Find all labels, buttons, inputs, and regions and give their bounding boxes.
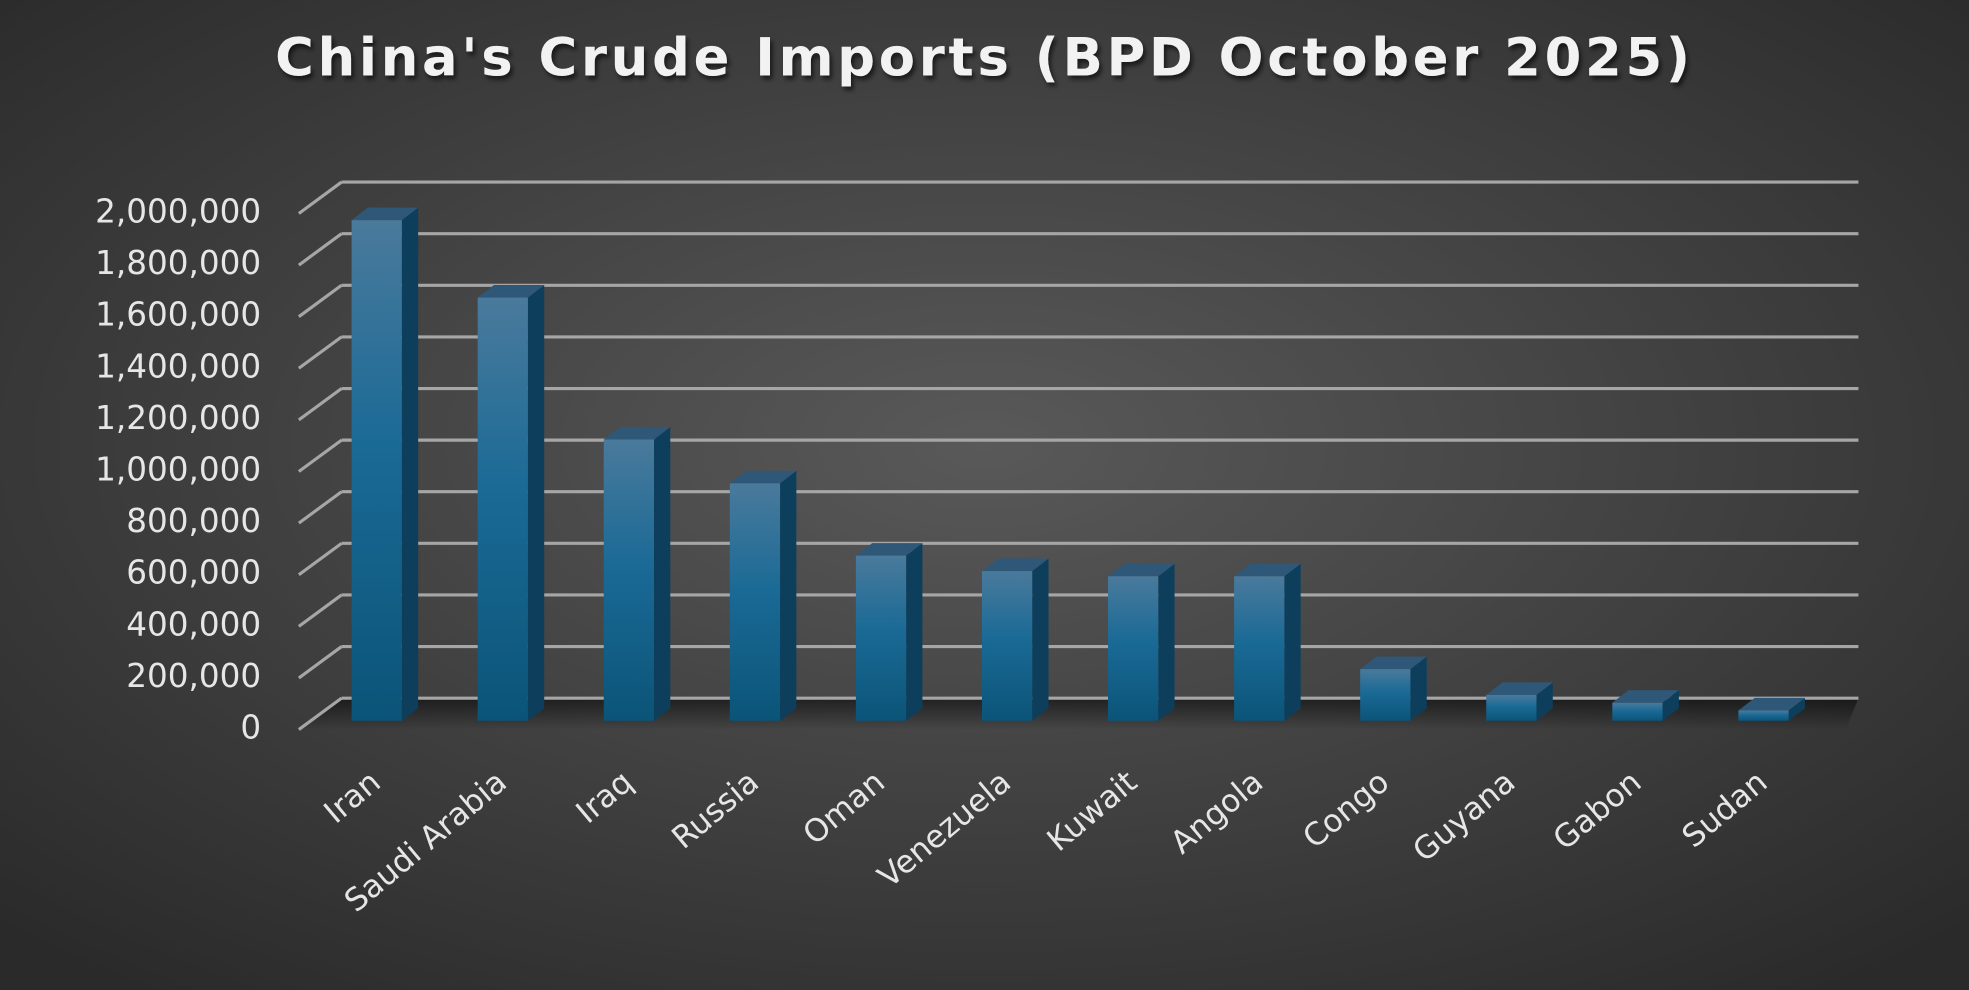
bar <box>1738 710 1789 721</box>
bar-top <box>603 426 671 440</box>
y-tick-label: 800,000 <box>126 502 261 540</box>
bar-top <box>855 543 923 556</box>
y-tick-label: 1,400,000 <box>95 347 261 385</box>
y-tick-label: 400,000 <box>126 605 261 643</box>
grid-line-side <box>297 438 343 473</box>
y-tick-label: 200,000 <box>126 657 261 695</box>
bar-top <box>981 558 1049 572</box>
bar-side <box>401 207 419 721</box>
bar-top <box>1486 682 1553 695</box>
bar <box>603 439 654 721</box>
bar-side <box>780 470 797 721</box>
grid-line-side <box>297 335 343 370</box>
grid-line-side <box>297 232 343 267</box>
grid-line-side <box>297 593 343 628</box>
bar-side <box>1536 682 1553 721</box>
y-tick-label: 1,600,000 <box>95 296 261 334</box>
y-tick-label: 1,800,000 <box>95 244 261 282</box>
bar-top <box>477 285 545 298</box>
bar-top <box>1738 697 1805 711</box>
bar-top <box>1612 690 1679 703</box>
grid-line-side <box>297 490 343 525</box>
y-tick-label: 0 <box>240 709 261 747</box>
bar <box>981 571 1033 721</box>
bar-top <box>729 470 797 484</box>
bar-side <box>1158 563 1175 721</box>
grid-line-side <box>297 180 343 215</box>
bar-top <box>351 207 419 221</box>
bar <box>1360 669 1411 721</box>
grid-line-side <box>297 542 343 576</box>
grid-line-side <box>297 284 343 318</box>
bar-top <box>1108 563 1175 577</box>
bar-top <box>1234 563 1301 577</box>
bar-side <box>653 426 671 721</box>
bar <box>351 220 402 721</box>
y-tick-label: 2,000,000 <box>95 192 261 230</box>
bar <box>1486 694 1537 721</box>
bar <box>1234 576 1285 721</box>
bar <box>729 483 781 721</box>
bar-side <box>1788 697 1805 721</box>
bar-side <box>527 285 545 721</box>
y-tick-label: 1,000,000 <box>95 451 261 489</box>
bar-side <box>1284 563 1301 721</box>
bar <box>1612 702 1663 721</box>
grid-line-side <box>297 387 343 422</box>
bar-side <box>1662 690 1679 721</box>
bar-side <box>906 543 923 721</box>
floor-shadow <box>298 698 1859 730</box>
bar <box>1108 576 1159 721</box>
grid-line-side <box>297 645 343 680</box>
bar <box>855 555 907 721</box>
y-tick-label: 1,200,000 <box>95 399 261 437</box>
bar <box>477 297 528 721</box>
chart-title: China's Crude Imports (BPD October 2025) <box>275 27 1694 88</box>
bar-side <box>1410 656 1427 721</box>
bar-top <box>1360 656 1427 670</box>
bar-side <box>1032 558 1049 721</box>
grid-line-side <box>297 696 343 731</box>
y-tick-label: 600,000 <box>126 554 261 592</box>
